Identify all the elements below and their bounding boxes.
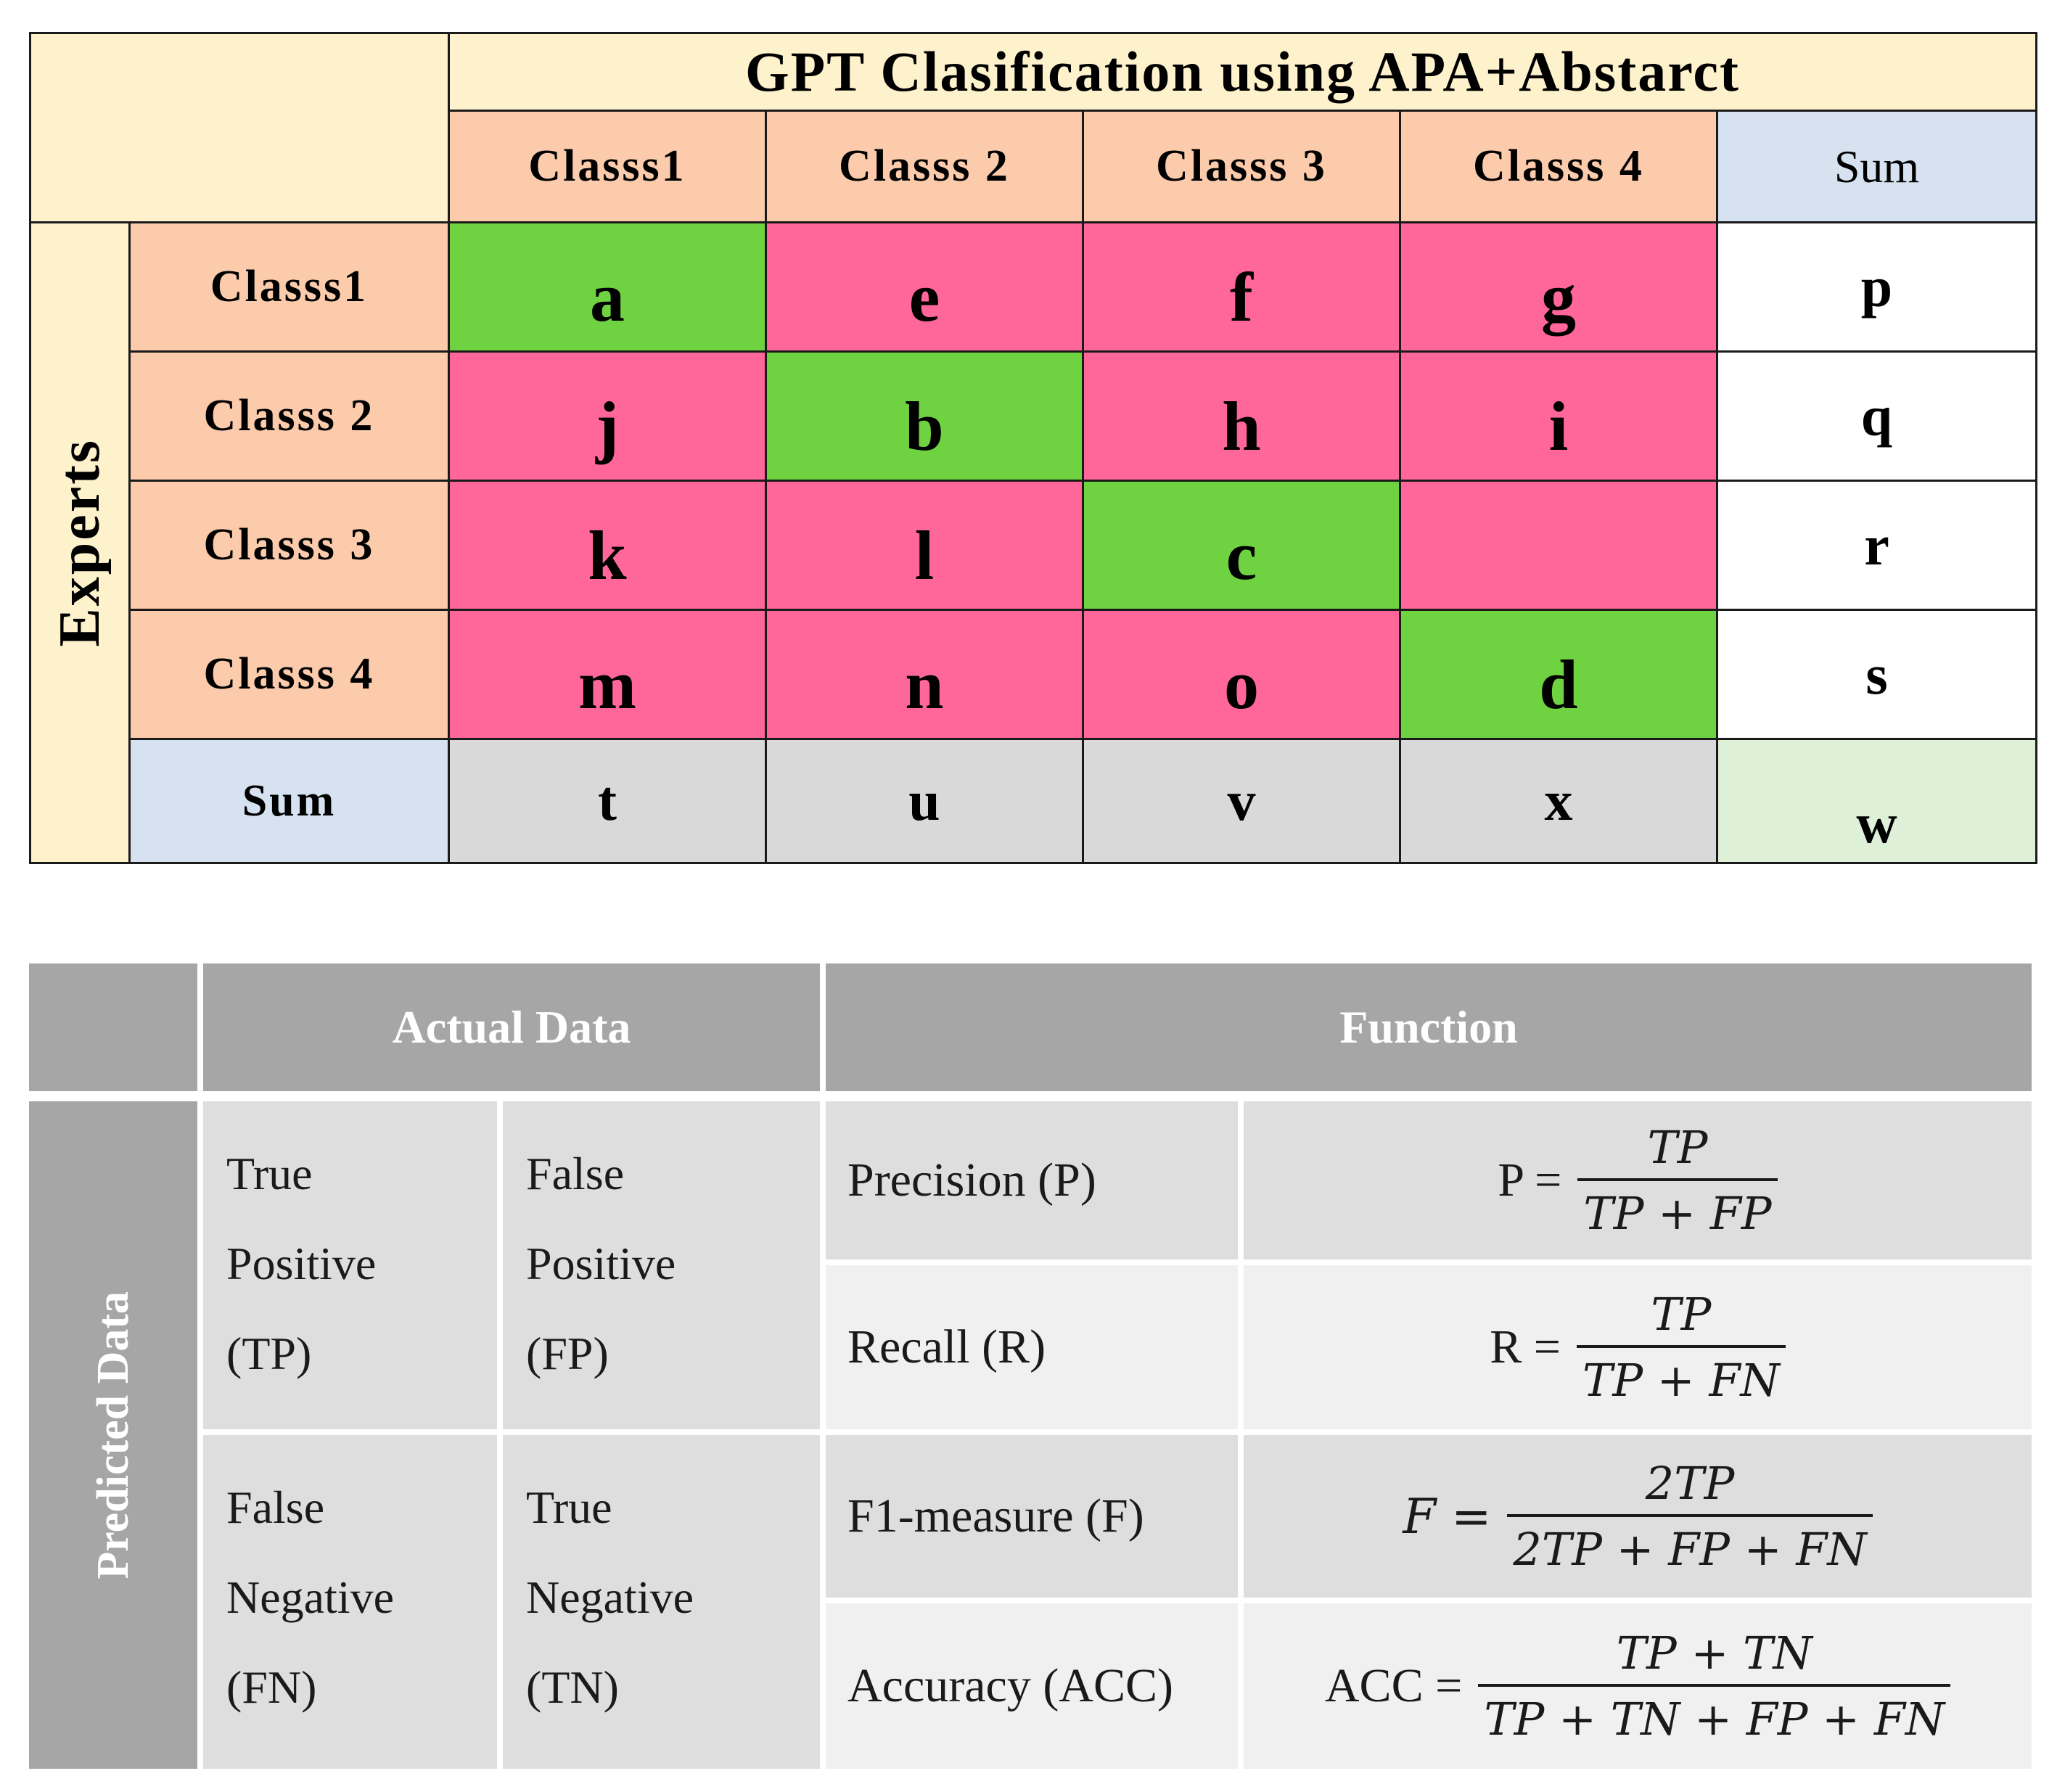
metrics-table: Actual Data Function Predicted Data True… — [29, 963, 2032, 1769]
tn-line: (TN) — [526, 1661, 619, 1713]
col-header-sum: Sum — [1716, 110, 2037, 223]
tn-line: True — [526, 1481, 612, 1533]
actual-data-header: Actual Data — [203, 963, 820, 1091]
formula-denominator: 2TP + FP + FN — [1507, 1514, 1873, 1576]
matrix-cell: e — [765, 221, 1084, 353]
row-header-class3: Classs 3 — [128, 480, 450, 611]
matrix-cell: k — [448, 480, 767, 611]
grand-total: w — [1716, 738, 2037, 864]
predicted-data-label: Predicted Data — [88, 1291, 138, 1579]
recall-formula: R = TP TP + FN — [1244, 1265, 2032, 1429]
formula-numerator: TP — [1651, 1288, 1712, 1341]
precision-label: Precision (P) — [826, 1101, 1238, 1259]
formula-fraction: TP TP + FN — [1577, 1288, 1786, 1407]
col-header-class2: Classs 2 — [765, 110, 1084, 223]
tp-line: Positive — [226, 1238, 377, 1289]
formula-denominator: TP + FN — [1577, 1345, 1786, 1407]
confusion-matrix: Experts GPT Clasification using APA+Abst… — [29, 32, 2037, 864]
formula-fraction: TP TP + FP — [1577, 1121, 1778, 1240]
row-header-class2: Classs 2 — [128, 350, 450, 482]
fp-line: Positive — [526, 1238, 676, 1289]
formula-lhs: R = — [1490, 1320, 1561, 1373]
matrix-cell: j — [448, 350, 767, 482]
f1-measure-label: F1-measure (F) — [826, 1435, 1238, 1598]
formula-lhs: P = — [1498, 1154, 1562, 1207]
col-sum: t — [448, 738, 767, 864]
fp-line: (FP) — [526, 1328, 609, 1379]
matrix-cell: c — [1082, 480, 1401, 611]
matrix-cell: d — [1399, 609, 1718, 740]
formula-numerator: 2TP — [1645, 1457, 1735, 1510]
tp-line: (TP) — [226, 1328, 312, 1379]
experts-label: Experts — [47, 438, 112, 647]
tp-line: True — [226, 1148, 313, 1199]
predicted-data-label-cell: Predicted Data — [29, 1101, 197, 1769]
formula-denominator: TP + TN + FP + FN — [1478, 1684, 1951, 1746]
row-sum: r — [1716, 480, 2037, 611]
tp-cell: True Positive (TP) — [203, 1101, 497, 1429]
matrix-cell: m — [448, 609, 767, 740]
row-header-sum: Sum — [128, 738, 450, 864]
matrix-cell: g — [1399, 221, 1718, 353]
formula-lhs: F = — [1403, 1488, 1492, 1545]
col-header-class1: Classs1 — [448, 110, 767, 223]
fn-line: Negative — [226, 1571, 394, 1623]
row-sum: q — [1716, 350, 2037, 482]
formula-denominator: TP + FP — [1577, 1178, 1778, 1240]
matrix-cell: h — [1082, 350, 1401, 482]
precision-formula: P = TP TP + FP — [1244, 1101, 2032, 1259]
fn-cell: False Negative (FN) — [203, 1435, 497, 1769]
function-header: Function — [826, 963, 2032, 1091]
matrix-cell: o — [1082, 609, 1401, 740]
matrix-cell: f — [1082, 221, 1401, 353]
tn-cell: True Negative (TN) — [503, 1435, 820, 1769]
matrix-cell: l — [765, 480, 1084, 611]
f1-measure-formula: F = 2TP 2TP + FP + FN — [1244, 1435, 2032, 1598]
col-sum: x — [1399, 738, 1718, 864]
metrics-corner — [29, 963, 197, 1091]
col-header-class4: Classs 4 — [1399, 110, 1718, 223]
matrix-cell — [1399, 480, 1718, 611]
row-header-class4: Classs 4 — [128, 609, 450, 740]
experts-label-cell: Experts — [29, 221, 131, 864]
col-header-class3: Classs 3 — [1082, 110, 1401, 223]
col-sum: v — [1082, 738, 1401, 864]
matrix-title: GPT Clasification using APA+Abstarct — [448, 32, 2037, 112]
row-sum: s — [1716, 609, 2037, 740]
formula-lhs: ACC = — [1324, 1659, 1463, 1712]
row-header-class1: Classs1 — [128, 221, 450, 353]
recall-label: Recall (R) — [826, 1265, 1238, 1429]
matrix-cell: b — [765, 350, 1084, 482]
fn-line: (FN) — [226, 1661, 317, 1713]
fn-line: False — [226, 1481, 325, 1533]
formula-fraction: 2TP 2TP + FP + FN — [1507, 1457, 1873, 1576]
formula-fraction: TP + TN TP + TN + FP + FN — [1478, 1627, 1951, 1746]
fp-line: False — [526, 1148, 625, 1199]
matrix-corner — [29, 32, 450, 223]
fp-cell: False Positive (FP) — [503, 1101, 820, 1429]
formula-numerator: TP — [1647, 1121, 1708, 1174]
col-sum: u — [765, 738, 1084, 864]
formula-numerator: TP + TN — [1616, 1627, 1812, 1680]
matrix-cell: i — [1399, 350, 1718, 482]
accuracy-formula: ACC = TP + TN TP + TN + FP + FN — [1244, 1603, 2032, 1769]
row-sum: p — [1716, 221, 2037, 353]
tn-line: Negative — [526, 1571, 694, 1623]
matrix-cell: n — [765, 609, 1084, 740]
accuracy-label: Accuracy (ACC) — [826, 1603, 1238, 1769]
matrix-cell: a — [448, 221, 767, 353]
